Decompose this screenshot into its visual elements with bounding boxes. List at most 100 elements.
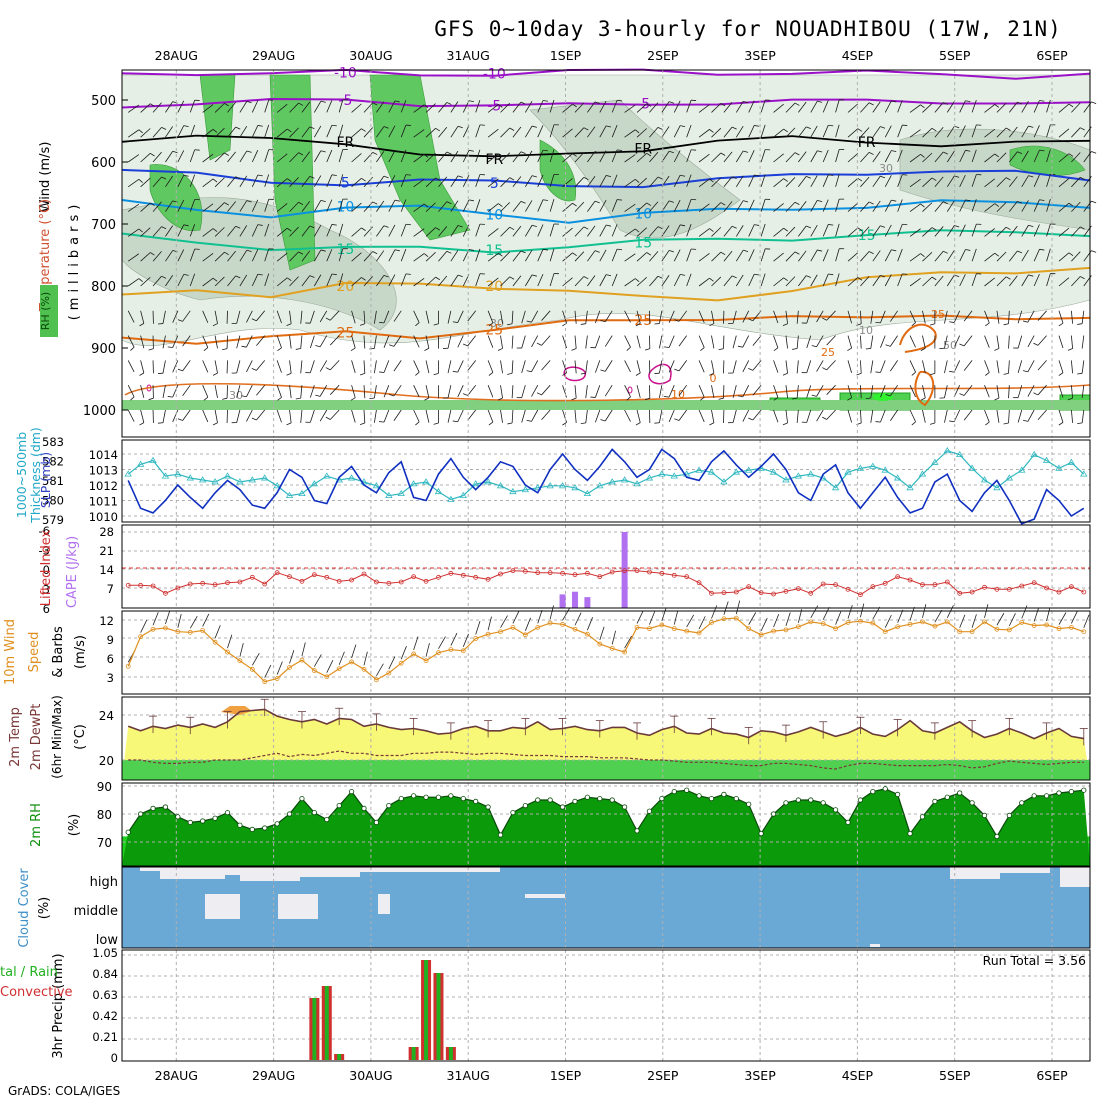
wind-barb xyxy=(177,125,185,138)
axis-label-rh: RH (%) xyxy=(39,292,52,330)
rh-point xyxy=(125,829,131,835)
wind-barb xyxy=(1077,372,1083,375)
wind-barb xyxy=(985,372,990,376)
rh-point xyxy=(522,802,528,809)
wind-barb xyxy=(531,175,537,178)
date-label-top: 1SEP xyxy=(550,48,582,63)
wind-barb xyxy=(150,103,155,107)
wind-barb xyxy=(467,310,477,322)
lifted-index-point xyxy=(560,570,565,576)
wind-barb xyxy=(698,178,710,188)
wind-barb xyxy=(884,274,892,287)
wind-barb xyxy=(400,174,407,187)
wind-speed-point xyxy=(225,649,230,655)
wind-barb-10m xyxy=(1058,612,1067,625)
wind-barb xyxy=(1009,126,1018,138)
wind-barb xyxy=(182,360,191,372)
wind-barb xyxy=(709,372,715,376)
thickness-point xyxy=(844,468,852,475)
wind-barb xyxy=(580,422,586,425)
wind-barb xyxy=(475,199,481,212)
wind-barb xyxy=(698,129,710,138)
wind-barb xyxy=(320,249,326,252)
wind-barb xyxy=(182,384,191,396)
wind-barb xyxy=(811,345,817,348)
thickness-point xyxy=(372,482,381,489)
wind-barb xyxy=(425,227,436,237)
wind-barb xyxy=(373,385,377,399)
wind-barb xyxy=(872,175,881,188)
wind-barb xyxy=(944,385,948,398)
wind-barb xyxy=(880,385,886,398)
wind-barb xyxy=(711,177,722,188)
wind-barb xyxy=(806,225,811,229)
wind-barb xyxy=(276,277,288,287)
wind-barb xyxy=(165,150,174,163)
wind-barb xyxy=(500,276,510,287)
wind-barb xyxy=(531,409,539,422)
wind-barb xyxy=(314,224,322,237)
wind-barb xyxy=(369,397,375,400)
wind-barb-10m xyxy=(587,617,593,631)
wind-barb xyxy=(433,422,439,425)
wind-barb xyxy=(920,104,925,109)
wind-barb xyxy=(649,102,659,113)
wind-barb-10m xyxy=(649,611,656,625)
wind-barb xyxy=(599,150,607,163)
axis-label-cloud: Cloud Cover xyxy=(17,868,32,948)
wind-barb xyxy=(624,154,636,163)
wind-barb xyxy=(1021,200,1029,212)
wind-barb xyxy=(562,103,573,113)
thickness-point xyxy=(583,489,592,497)
wind-barb xyxy=(884,100,892,113)
wind-barb xyxy=(423,104,429,109)
wind-barb xyxy=(737,395,743,398)
thickness-point xyxy=(248,476,257,483)
wind-barb-10m xyxy=(971,614,977,628)
wind-barb-10m xyxy=(996,612,1005,626)
wind-barb xyxy=(457,335,464,348)
cloud-panel-frame xyxy=(121,866,1091,949)
wind-barb xyxy=(1017,151,1023,155)
wind-barb xyxy=(611,248,618,262)
wind-barb xyxy=(537,199,544,212)
thickness-point xyxy=(1018,466,1026,473)
wind-barb xyxy=(994,252,1000,257)
wind-barb xyxy=(235,275,241,279)
wind-barb xyxy=(1017,200,1023,204)
wind-barb xyxy=(140,227,151,237)
wind-barb xyxy=(711,127,722,138)
wind-barb xyxy=(743,100,749,104)
axis-label-thickness-unit: Thickness (dm) xyxy=(28,427,43,524)
wind-barb xyxy=(965,199,971,202)
wind-barb xyxy=(189,199,196,212)
lifted-index-point xyxy=(200,580,206,586)
wind-barb xyxy=(276,252,288,262)
cloud-clear-high xyxy=(300,867,360,877)
wind-barb-10m xyxy=(959,614,966,628)
wind-barb xyxy=(541,335,551,346)
wind-barb xyxy=(526,370,532,373)
rh-point xyxy=(286,811,293,817)
wind-barb xyxy=(127,385,135,397)
wind-barb xyxy=(698,385,705,398)
wind-barb xyxy=(673,175,681,187)
temp-tick: 24 xyxy=(99,709,114,723)
rh-point xyxy=(808,797,814,803)
wind-barb xyxy=(314,125,322,138)
wind-barb xyxy=(822,416,827,420)
wind-barb xyxy=(425,202,436,212)
wind-speed-point xyxy=(299,657,305,663)
wind-barb xyxy=(860,176,870,188)
precip-rain-bar xyxy=(337,1054,342,1060)
wind-barb xyxy=(447,335,452,349)
rh-point xyxy=(634,828,640,834)
wind-barb xyxy=(363,152,373,163)
lifted-index-point xyxy=(150,583,156,589)
axis-label-precip: 3hr Precip (mm) xyxy=(51,953,66,1058)
wind-barb xyxy=(635,323,641,327)
lifted-index-point xyxy=(634,568,640,574)
lifted-index-point xyxy=(274,570,280,576)
wind-barb xyxy=(383,409,390,423)
wind-speed-point xyxy=(957,629,963,635)
